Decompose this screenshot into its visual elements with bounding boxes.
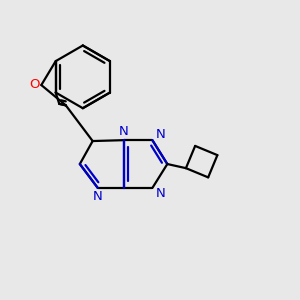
Text: N: N: [119, 125, 129, 138]
Text: N: N: [156, 188, 166, 200]
Text: N: N: [156, 128, 166, 141]
Text: O: O: [29, 78, 39, 91]
Text: N: N: [93, 190, 103, 203]
